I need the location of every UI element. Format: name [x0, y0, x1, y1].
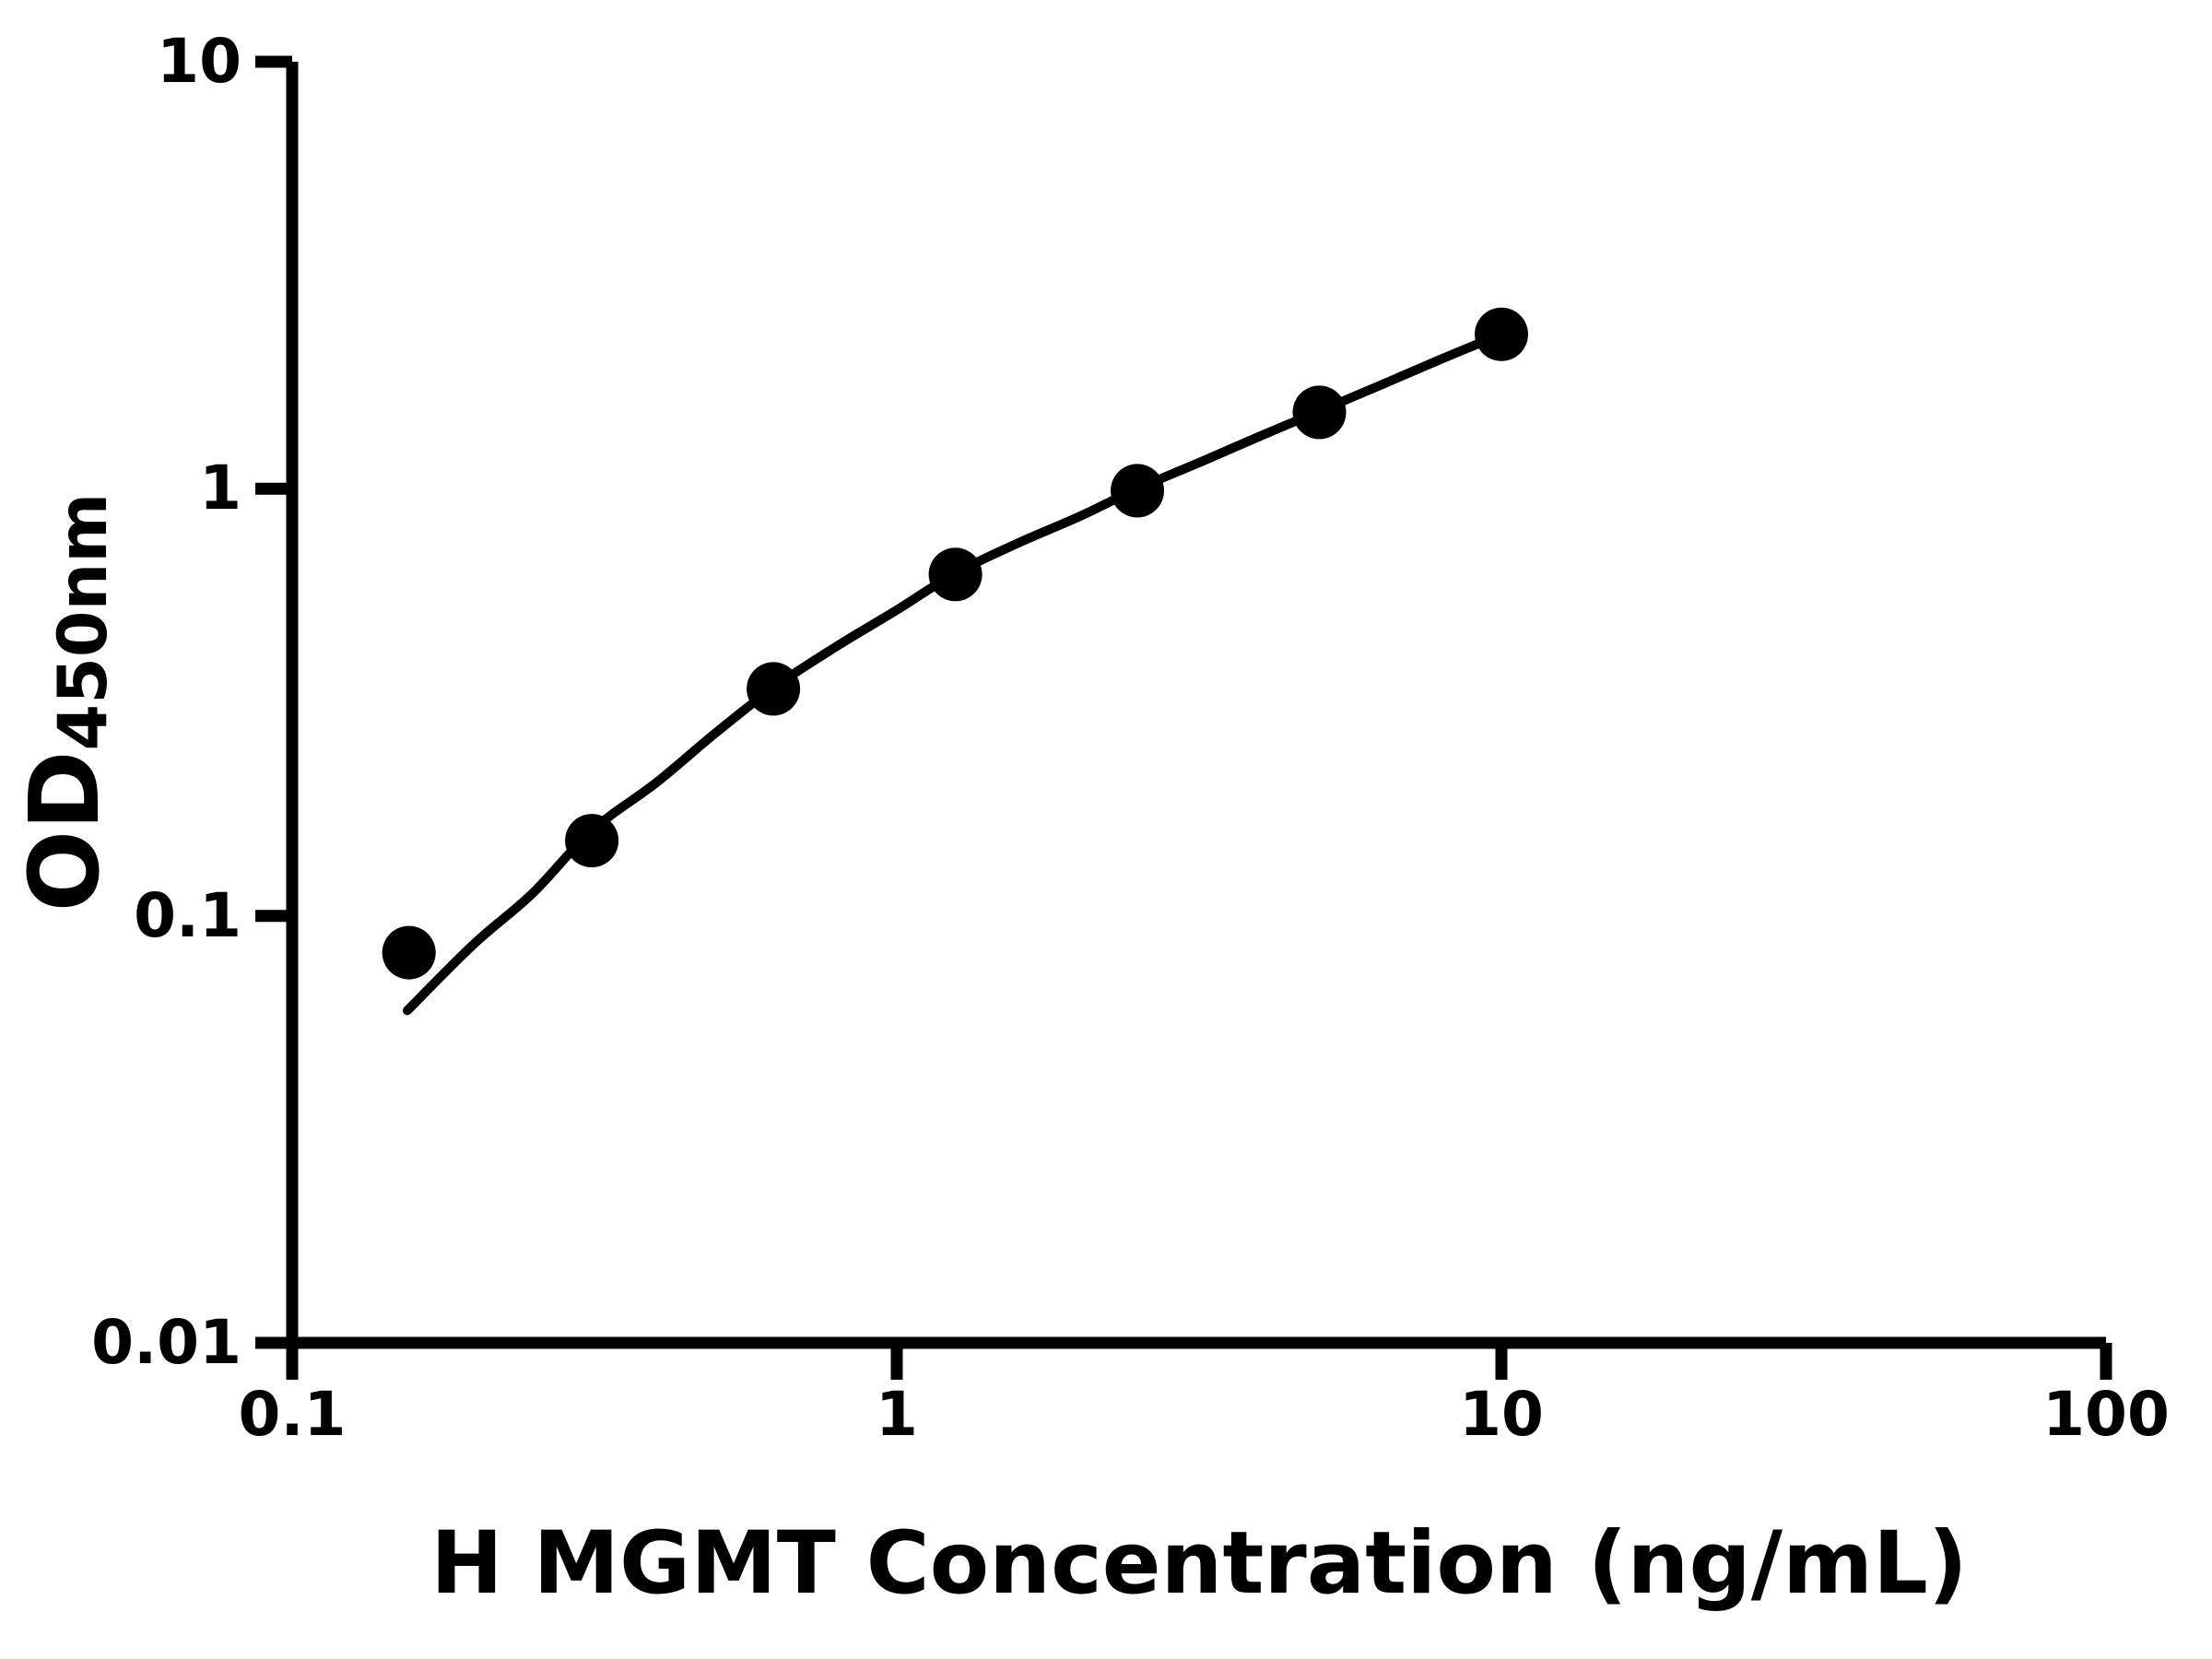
- y-axis-title-subscript: 450nm: [43, 492, 123, 751]
- data-point: [1111, 464, 1164, 518]
- data-point: [928, 547, 982, 602]
- x-axis-title: H MGMT Concentration (ng/mL): [430, 1513, 1968, 1614]
- axis-ticks: [255, 55, 2112, 1380]
- data-point: [747, 662, 801, 716]
- data-point: [565, 814, 619, 868]
- data-point: [382, 925, 436, 980]
- x-tick-label: 10: [1459, 1379, 1544, 1450]
- x-tick-label: 100: [2042, 1379, 2170, 1450]
- data-point: [1292, 385, 1347, 440]
- x-tick-label: 0.1: [238, 1379, 347, 1450]
- y-axis-title: OD450nm: [8, 493, 123, 912]
- axis-spines: [286, 62, 2106, 1349]
- data-point: [1475, 307, 1528, 361]
- y-tick-label: 0.01: [91, 1307, 241, 1379]
- fit-curve-line: [402, 329, 1506, 1016]
- y-tick-label: 1: [199, 453, 241, 524]
- y-tick-label: 10: [157, 26, 241, 98]
- y-tick-label: 0.1: [134, 879, 241, 951]
- x-tick-label: 1: [876, 1379, 918, 1450]
